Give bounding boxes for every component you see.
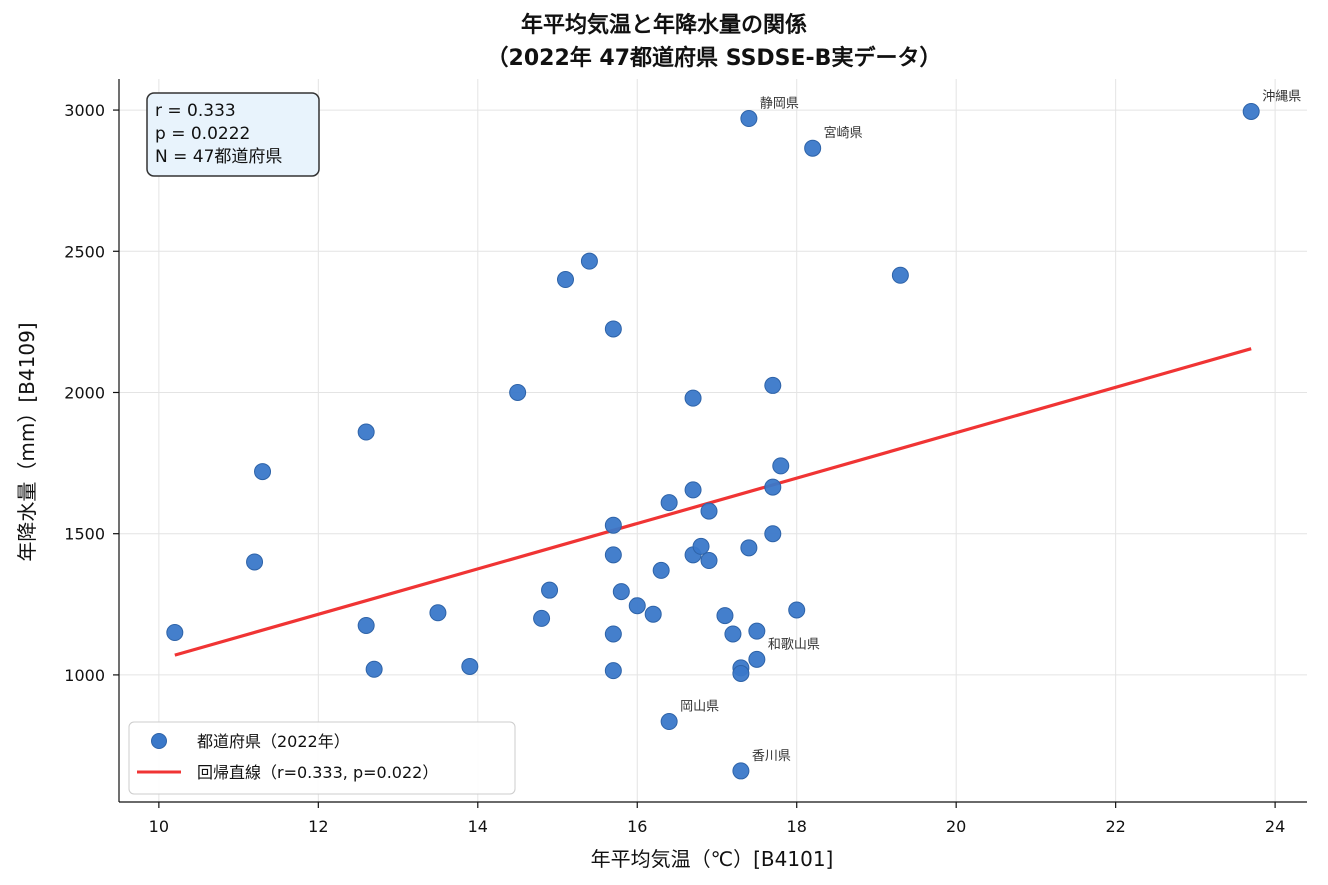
stats-box: r = 0.333 p = 0.0222 N = 47都道府県 — [146, 92, 320, 177]
x-tick-label: 16 — [627, 817, 647, 836]
grid — [119, 79, 1307, 802]
data-point — [604, 625, 622, 643]
regression-line — [174, 347, 1252, 657]
data-point — [652, 561, 670, 579]
data-point — [732, 762, 750, 780]
data-point — [724, 625, 742, 643]
x-tick-label: 22 — [1105, 817, 1125, 836]
data-point — [804, 139, 822, 157]
data-point — [740, 110, 758, 128]
point-label: 沖縄県 — [1262, 89, 1301, 104]
point-label: 香川県 — [752, 749, 791, 764]
legend-label-points: 都道府県（2022年） — [197, 732, 350, 751]
data-point — [748, 650, 766, 668]
data-point — [461, 657, 479, 675]
x-tick-label: 20 — [946, 817, 966, 836]
y-tick-label: 3000 — [64, 101, 105, 120]
data-point — [1242, 102, 1260, 120]
data-point — [556, 271, 574, 289]
chart-subtitle: （2022年 47都道府県 SSDSE-B実データ） — [487, 45, 942, 71]
data-point — [684, 481, 702, 499]
data-point — [684, 389, 702, 407]
point-label: 宮崎県 — [824, 125, 863, 141]
data-point — [692, 537, 710, 555]
data-point — [764, 478, 782, 496]
x-axis-label: 年平均気温（℃）[B4101] — [591, 847, 834, 871]
data-point — [660, 713, 678, 731]
x-tick-label: 14 — [468, 817, 488, 836]
data-point — [772, 457, 790, 475]
data-point — [748, 622, 766, 640]
data-point — [365, 660, 383, 678]
x-tick-label: 12 — [308, 817, 328, 836]
data-point — [541, 581, 559, 599]
data-point — [604, 546, 622, 564]
data-point — [764, 376, 782, 394]
data-point — [604, 662, 622, 680]
y-tick-label: 2000 — [64, 383, 105, 402]
data-point — [700, 552, 718, 570]
legend-marker-points — [151, 733, 167, 749]
tick-labels: 10 12 14 16 18 20 22 24 1000 1500 2000 2500 3000 — [64, 101, 1285, 836]
axes — [113, 79, 1307, 808]
legend-frame — [128, 721, 516, 795]
data-point — [357, 423, 375, 441]
data-point — [700, 502, 718, 520]
data-point — [580, 252, 598, 270]
x-tick-label: 10 — [149, 817, 169, 836]
data-point — [429, 604, 447, 622]
data-point — [716, 607, 734, 625]
data-point — [254, 463, 272, 481]
data-point — [891, 266, 909, 284]
x-tick-label: 18 — [787, 817, 807, 836]
data-point — [732, 664, 750, 682]
stats-r: r = 0.333 — [155, 101, 236, 121]
y-tick-label: 1000 — [64, 666, 105, 685]
data-point — [604, 320, 622, 338]
point-label: 岡山県 — [680, 700, 719, 715]
y-tick-label: 2500 — [64, 242, 105, 261]
stats-box-frame — [146, 92, 320, 177]
data-point — [660, 494, 678, 512]
stats-p: p = 0.0222 — [155, 124, 250, 144]
data-point — [788, 601, 806, 619]
data-points — [166, 102, 1260, 780]
point-label: 静岡県 — [760, 97, 799, 112]
x-tick-label: 24 — [1265, 817, 1285, 836]
data-point — [628, 597, 646, 615]
data-point — [166, 624, 184, 642]
legend-label-regression: 回帰直線（r=0.333, p=0.022） — [197, 763, 438, 782]
legend: 都道府県（2022年） 回帰直線（r=0.333, p=0.022） — [128, 721, 516, 795]
chart-title: 年平均気温と年降水量の関係 — [521, 12, 807, 38]
data-point — [740, 539, 758, 557]
data-point — [612, 583, 630, 601]
y-axis-label: 年降水量（mm）[B4109] — [15, 322, 39, 561]
data-point — [604, 516, 622, 534]
point-label: 和歌山県 — [768, 637, 820, 652]
stats-n: N = 47都道府県 — [155, 147, 282, 167]
data-point — [533, 609, 551, 627]
data-point — [764, 525, 782, 543]
data-point — [246, 553, 264, 571]
data-point — [509, 383, 527, 401]
data-point — [357, 616, 375, 634]
data-point — [644, 605, 662, 623]
y-tick-label: 1500 — [64, 525, 105, 544]
